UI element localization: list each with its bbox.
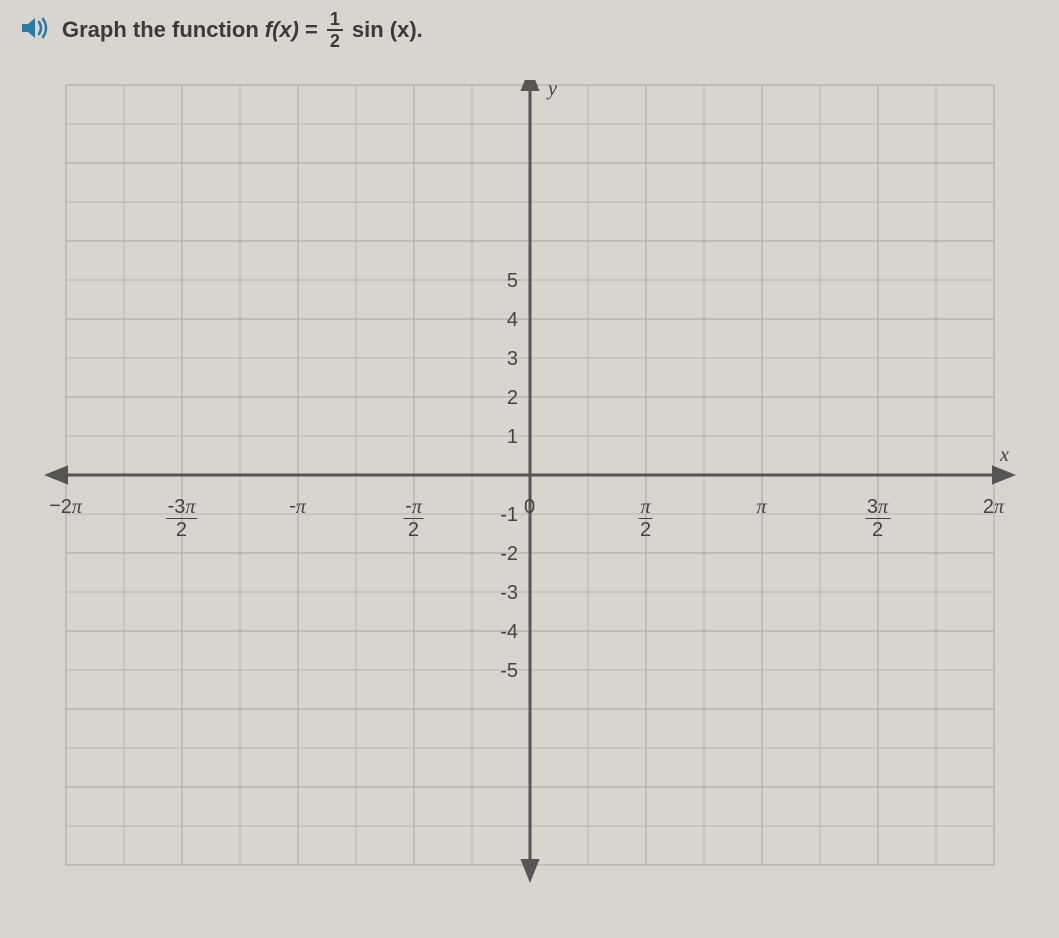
svg-text:1: 1 bbox=[506, 426, 517, 448]
svg-text:x: x bbox=[999, 444, 1009, 466]
svg-text:5: 5 bbox=[506, 270, 517, 292]
frac-den: 2 bbox=[327, 31, 343, 50]
frac-num: 1 bbox=[327, 10, 343, 31]
graph-area[interactable]: 5 4 3 2 1 -1 -2 -3 -4 -5 y x −2π -3π2 -π -π2 0 π2 π 3π2 2π bbox=[40, 80, 1020, 900]
prompt-fx: f(x) bbox=[265, 17, 299, 43]
prompt-fraction: 1 2 bbox=[327, 10, 343, 50]
prompt-lead: Graph the function bbox=[62, 17, 259, 43]
x-tick-label: -3π2 bbox=[166, 497, 198, 540]
svg-text:-5: -5 bbox=[500, 660, 518, 682]
svg-text:-2: -2 bbox=[500, 543, 518, 565]
x-tick-label: -π2 bbox=[403, 497, 424, 540]
x-tick-label: -π bbox=[289, 497, 306, 517]
svg-text:-1: -1 bbox=[500, 504, 518, 526]
prompt-text: Graph the function f(x) = 1 2 sin (x). bbox=[62, 10, 423, 50]
x-tick-label: 2π bbox=[983, 497, 1004, 517]
prompt-trail: sin (x). bbox=[352, 17, 423, 43]
x-tick-label: π2 bbox=[638, 497, 653, 540]
svg-text:2: 2 bbox=[506, 387, 517, 409]
x-tick-label: 0 bbox=[524, 497, 535, 517]
coordinate-grid[interactable]: 5 4 3 2 1 -1 -2 -3 -4 -5 y x bbox=[40, 80, 1020, 900]
x-tick-label: −2π bbox=[49, 497, 82, 517]
prompt-row: Graph the function f(x) = 1 2 sin (x). bbox=[20, 10, 1039, 50]
svg-text:y: y bbox=[546, 80, 557, 100]
svg-text:-4: -4 bbox=[500, 621, 518, 643]
x-tick-label: π bbox=[756, 497, 766, 517]
svg-text:3: 3 bbox=[506, 348, 517, 370]
prompt-eq: = bbox=[305, 17, 318, 43]
svg-text:4: 4 bbox=[506, 309, 517, 331]
x-tick-label: 3π2 bbox=[865, 497, 890, 540]
svg-text:-3: -3 bbox=[500, 582, 518, 604]
speaker-icon[interactable] bbox=[20, 15, 50, 46]
